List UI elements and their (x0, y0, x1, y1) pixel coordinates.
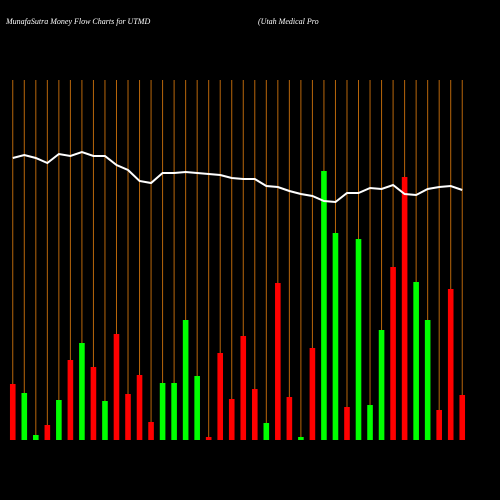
bar (113, 334, 120, 440)
chart-title: MunafaSutra Money Flow Charts for UTMD (5, 17, 150, 26)
bar (378, 330, 385, 440)
bar (459, 395, 466, 440)
bar (344, 407, 350, 440)
bar (424, 320, 431, 440)
bar (79, 343, 85, 440)
bar (136, 375, 143, 440)
bar (217, 353, 224, 440)
bar (263, 423, 270, 440)
bar (447, 289, 454, 440)
bar (9, 384, 16, 440)
bar (102, 401, 108, 440)
bar (205, 437, 212, 440)
bar (56, 400, 62, 440)
bar (367, 405, 373, 440)
bar (298, 437, 304, 440)
bar (321, 171, 327, 440)
bar (125, 394, 131, 440)
bar (90, 367, 97, 440)
bar (240, 336, 247, 440)
bar (159, 383, 166, 440)
bar (413, 282, 419, 440)
bar (21, 393, 28, 440)
bar (194, 376, 200, 440)
bar (401, 177, 408, 440)
bar (33, 435, 39, 440)
bar (309, 348, 316, 440)
bar (355, 239, 362, 440)
bar (390, 267, 396, 440)
bar (286, 397, 293, 440)
bar (251, 389, 258, 440)
money-flow-line (12, 150, 463, 204)
bar (275, 283, 281, 440)
bar (171, 383, 177, 440)
bar (67, 360, 74, 440)
bar (436, 410, 442, 440)
bar (44, 425, 51, 440)
chart-subtitle: (Utah Medical Pro (258, 17, 319, 26)
bar (148, 422, 154, 440)
bar (332, 233, 339, 440)
bar (228, 399, 235, 440)
bar (182, 320, 189, 440)
